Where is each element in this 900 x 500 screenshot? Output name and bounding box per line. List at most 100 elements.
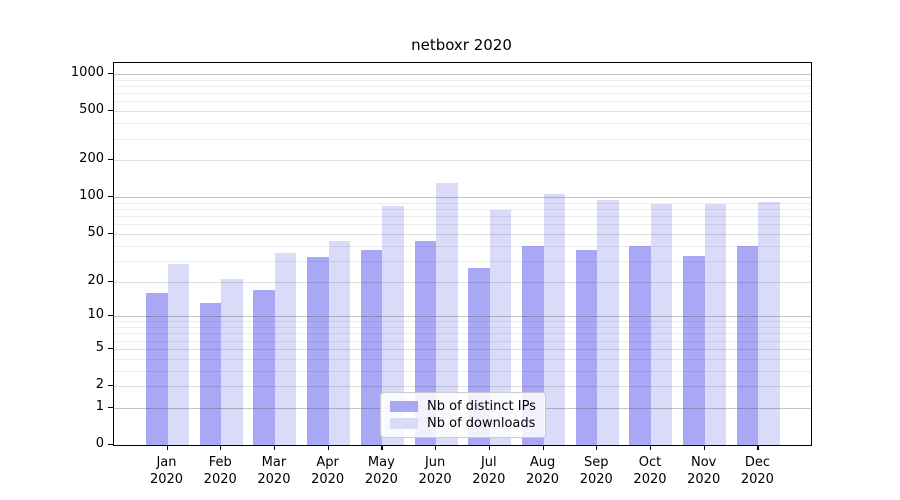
y-tick-label-1000: 1000 — [70, 65, 104, 80]
legend-label-downloads: Nb of downloads — [427, 416, 536, 431]
bar-downloads-may — [382, 205, 404, 445]
minor-gridline-7 — [114, 333, 811, 335]
x-tick-label-jun: Jun 2020 — [418, 455, 452, 487]
gridline-500 — [114, 111, 811, 113]
minor-gridline-4 — [114, 358, 811, 360]
y-tick-2 — [108, 385, 113, 387]
legend-label-distinct-ips: Nb of distinct IPs — [427, 399, 536, 414]
y-tick-20 — [108, 280, 113, 282]
y-tick-label-50: 50 — [87, 224, 104, 240]
x-tick-label-oct: Oct 2020 — [633, 455, 667, 487]
minor-gridline-3 — [114, 370, 811, 372]
bar-downloads-jun — [436, 183, 458, 445]
gridline-100 — [114, 197, 811, 199]
bar-downloads-jul — [489, 210, 512, 445]
bar-ips-nov — [683, 255, 705, 445]
y-tick-100 — [108, 196, 113, 198]
legend: Nb of distinct IPs Nb of downloads — [380, 392, 546, 438]
y-tick-0 — [108, 444, 113, 446]
minor-gridline-600 — [114, 101, 811, 103]
x-tick-jun — [435, 446, 437, 450]
minor-gridline-700 — [114, 93, 811, 95]
x-tick-label-sep: Sep 2020 — [579, 455, 613, 487]
y-tick-label-0: 0 — [95, 436, 104, 451]
gridline-5 — [114, 348, 811, 350]
x-tick-aug — [542, 446, 544, 450]
bar-ips-feb — [199, 303, 222, 445]
bar-downloads-dec — [758, 202, 780, 445]
gridline-200 — [114, 160, 811, 162]
bar-ips-sep — [575, 249, 598, 445]
x-tick-label-apr: Apr 2020 — [311, 455, 345, 487]
x-tick-dec — [757, 446, 759, 450]
y-tick-label-5: 5 — [95, 339, 104, 355]
legend-swatch-distinct-ips — [390, 401, 418, 412]
y-tick-1 — [108, 406, 113, 408]
minor-gridline-6 — [114, 340, 811, 342]
x-tick-label-jan: Jan 2020 — [149, 455, 184, 487]
x-tick-label-jul: Jul 2020 — [472, 455, 506, 487]
x-tick-feb — [220, 446, 222, 450]
bar-ips-jan — [146, 292, 168, 445]
bar-downloads-oct — [650, 203, 673, 445]
gridline-1000 — [114, 74, 811, 75]
bar-downloads-sep — [597, 199, 619, 445]
bar-ips-oct — [629, 245, 651, 445]
minor-gridline-8 — [114, 327, 811, 328]
x-tick-may — [381, 446, 383, 450]
minor-gridline-40 — [114, 245, 811, 247]
minor-gridline-70 — [114, 216, 811, 218]
grid-layer — [114, 63, 811, 445]
x-tick-label-feb: Feb 2020 — [203, 455, 237, 487]
bar-ips-may — [360, 249, 383, 445]
y-tick-500 — [108, 110, 113, 112]
y-tick-200 — [108, 159, 113, 161]
bar-ips-dec — [736, 245, 759, 445]
x-tick-apr — [327, 446, 329, 450]
x-tick-mar — [273, 446, 276, 450]
y-tick-1000 — [108, 73, 113, 75]
y-tick-label-2: 2 — [95, 377, 104, 392]
minor-gridline-60 — [114, 224, 811, 226]
bar-downloads-nov — [704, 203, 727, 445]
y-tick-10 — [108, 315, 113, 317]
legend-swatch-downloads — [390, 418, 418, 429]
legend-item-downloads: Nb of downloads — [390, 415, 536, 432]
minor-gridline-9 — [114, 321, 811, 323]
x-tick-label-nov: Nov 2020 — [687, 455, 721, 487]
bar-downloads-apr — [328, 240, 351, 445]
gridline-2 — [114, 386, 811, 387]
chart-title: netboxr 2020 — [411, 36, 512, 54]
minor-gridline-30 — [114, 260, 811, 262]
bar-downloads-aug — [543, 193, 566, 445]
x-tick-jul — [488, 446, 490, 450]
y-tick-5 — [108, 347, 113, 349]
y-tick-label-200: 200 — [79, 151, 104, 167]
minor-gridline-300 — [114, 138, 811, 140]
y-tick-label-20: 20 — [87, 272, 104, 288]
gridline-50 — [114, 233, 811, 235]
y-tick-50 — [108, 232, 113, 235]
minor-gridline-90 — [114, 202, 811, 204]
y-tick-label-10: 10 — [87, 307, 104, 323]
minor-gridline-800 — [114, 85, 811, 87]
bar-ips-apr — [307, 257, 329, 445]
y-tick-label-500: 500 — [79, 102, 104, 118]
x-tick-jan — [166, 446, 168, 450]
minor-gridline-80 — [114, 209, 811, 211]
y-tick-label-1: 1 — [95, 398, 104, 414]
gridline-10 — [114, 316, 811, 318]
x-tick-label-mar: Mar 2020 — [257, 455, 291, 487]
bar-ips-mar — [253, 289, 275, 445]
legend-item-distinct-ips: Nb of distinct IPs — [390, 398, 536, 415]
x-tick-nov — [703, 446, 705, 450]
x-tick-label-aug: Aug 2020 — [525, 455, 560, 487]
x-tick-label-dec: Dec 2020 — [740, 455, 774, 487]
bar-downloads-jan — [167, 264, 189, 445]
x-tick-sep — [596, 446, 598, 450]
x-tick-oct — [649, 446, 652, 450]
bar-downloads-mar — [274, 252, 297, 445]
x-tick-label-may: May 2020 — [364, 455, 398, 487]
y-tick-label-100: 100 — [79, 188, 104, 204]
